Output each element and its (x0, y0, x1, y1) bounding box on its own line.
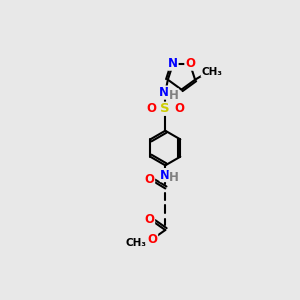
Text: O: O (145, 173, 154, 186)
Text: O: O (145, 213, 154, 226)
Text: N: N (160, 169, 170, 182)
Text: O: O (148, 233, 158, 246)
Text: O: O (185, 57, 195, 70)
Text: CH₃: CH₃ (201, 67, 222, 76)
Text: CH₃: CH₃ (125, 238, 146, 248)
Text: H: H (169, 171, 179, 184)
Text: O: O (174, 102, 184, 115)
Text: O: O (146, 102, 156, 115)
Text: S: S (160, 102, 170, 115)
Text: N: N (168, 57, 178, 70)
Text: N: N (158, 86, 169, 99)
Text: H: H (168, 89, 178, 102)
